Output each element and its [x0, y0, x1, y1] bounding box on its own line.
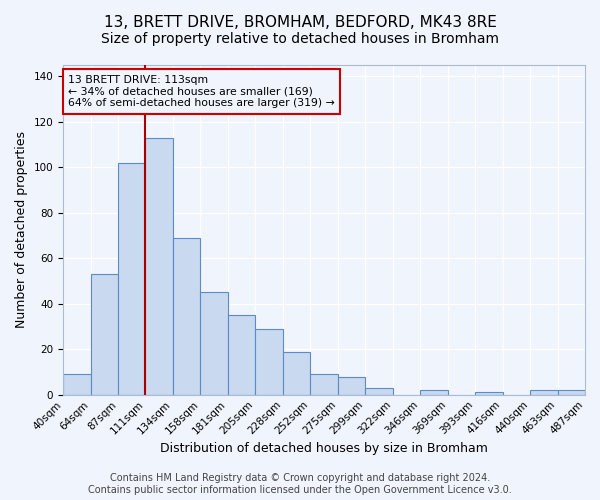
Text: Size of property relative to detached houses in Bromham: Size of property relative to detached ho… [101, 32, 499, 46]
Bar [145, 138, 173, 394]
Bar [63, 374, 91, 394]
Bar [173, 238, 200, 394]
Bar [338, 376, 365, 394]
Bar [200, 292, 228, 394]
Bar [283, 352, 310, 395]
Bar [91, 274, 118, 394]
X-axis label: Distribution of detached houses by size in Bromham: Distribution of detached houses by size … [160, 442, 488, 455]
Text: 13, BRETT DRIVE, BROMHAM, BEDFORD, MK43 8RE: 13, BRETT DRIVE, BROMHAM, BEDFORD, MK43 … [104, 15, 496, 30]
Bar [475, 392, 503, 394]
Bar [530, 390, 557, 394]
Bar [118, 163, 145, 394]
Bar [310, 374, 338, 394]
Bar [228, 315, 256, 394]
Text: Contains HM Land Registry data © Crown copyright and database right 2024.
Contai: Contains HM Land Registry data © Crown c… [88, 474, 512, 495]
Bar [365, 388, 392, 394]
Y-axis label: Number of detached properties: Number of detached properties [15, 132, 28, 328]
Bar [557, 390, 585, 394]
Bar [256, 329, 283, 394]
Bar [420, 390, 448, 394]
Text: 13 BRETT DRIVE: 113sqm
← 34% of detached houses are smaller (169)
64% of semi-de: 13 BRETT DRIVE: 113sqm ← 34% of detached… [68, 75, 335, 108]
